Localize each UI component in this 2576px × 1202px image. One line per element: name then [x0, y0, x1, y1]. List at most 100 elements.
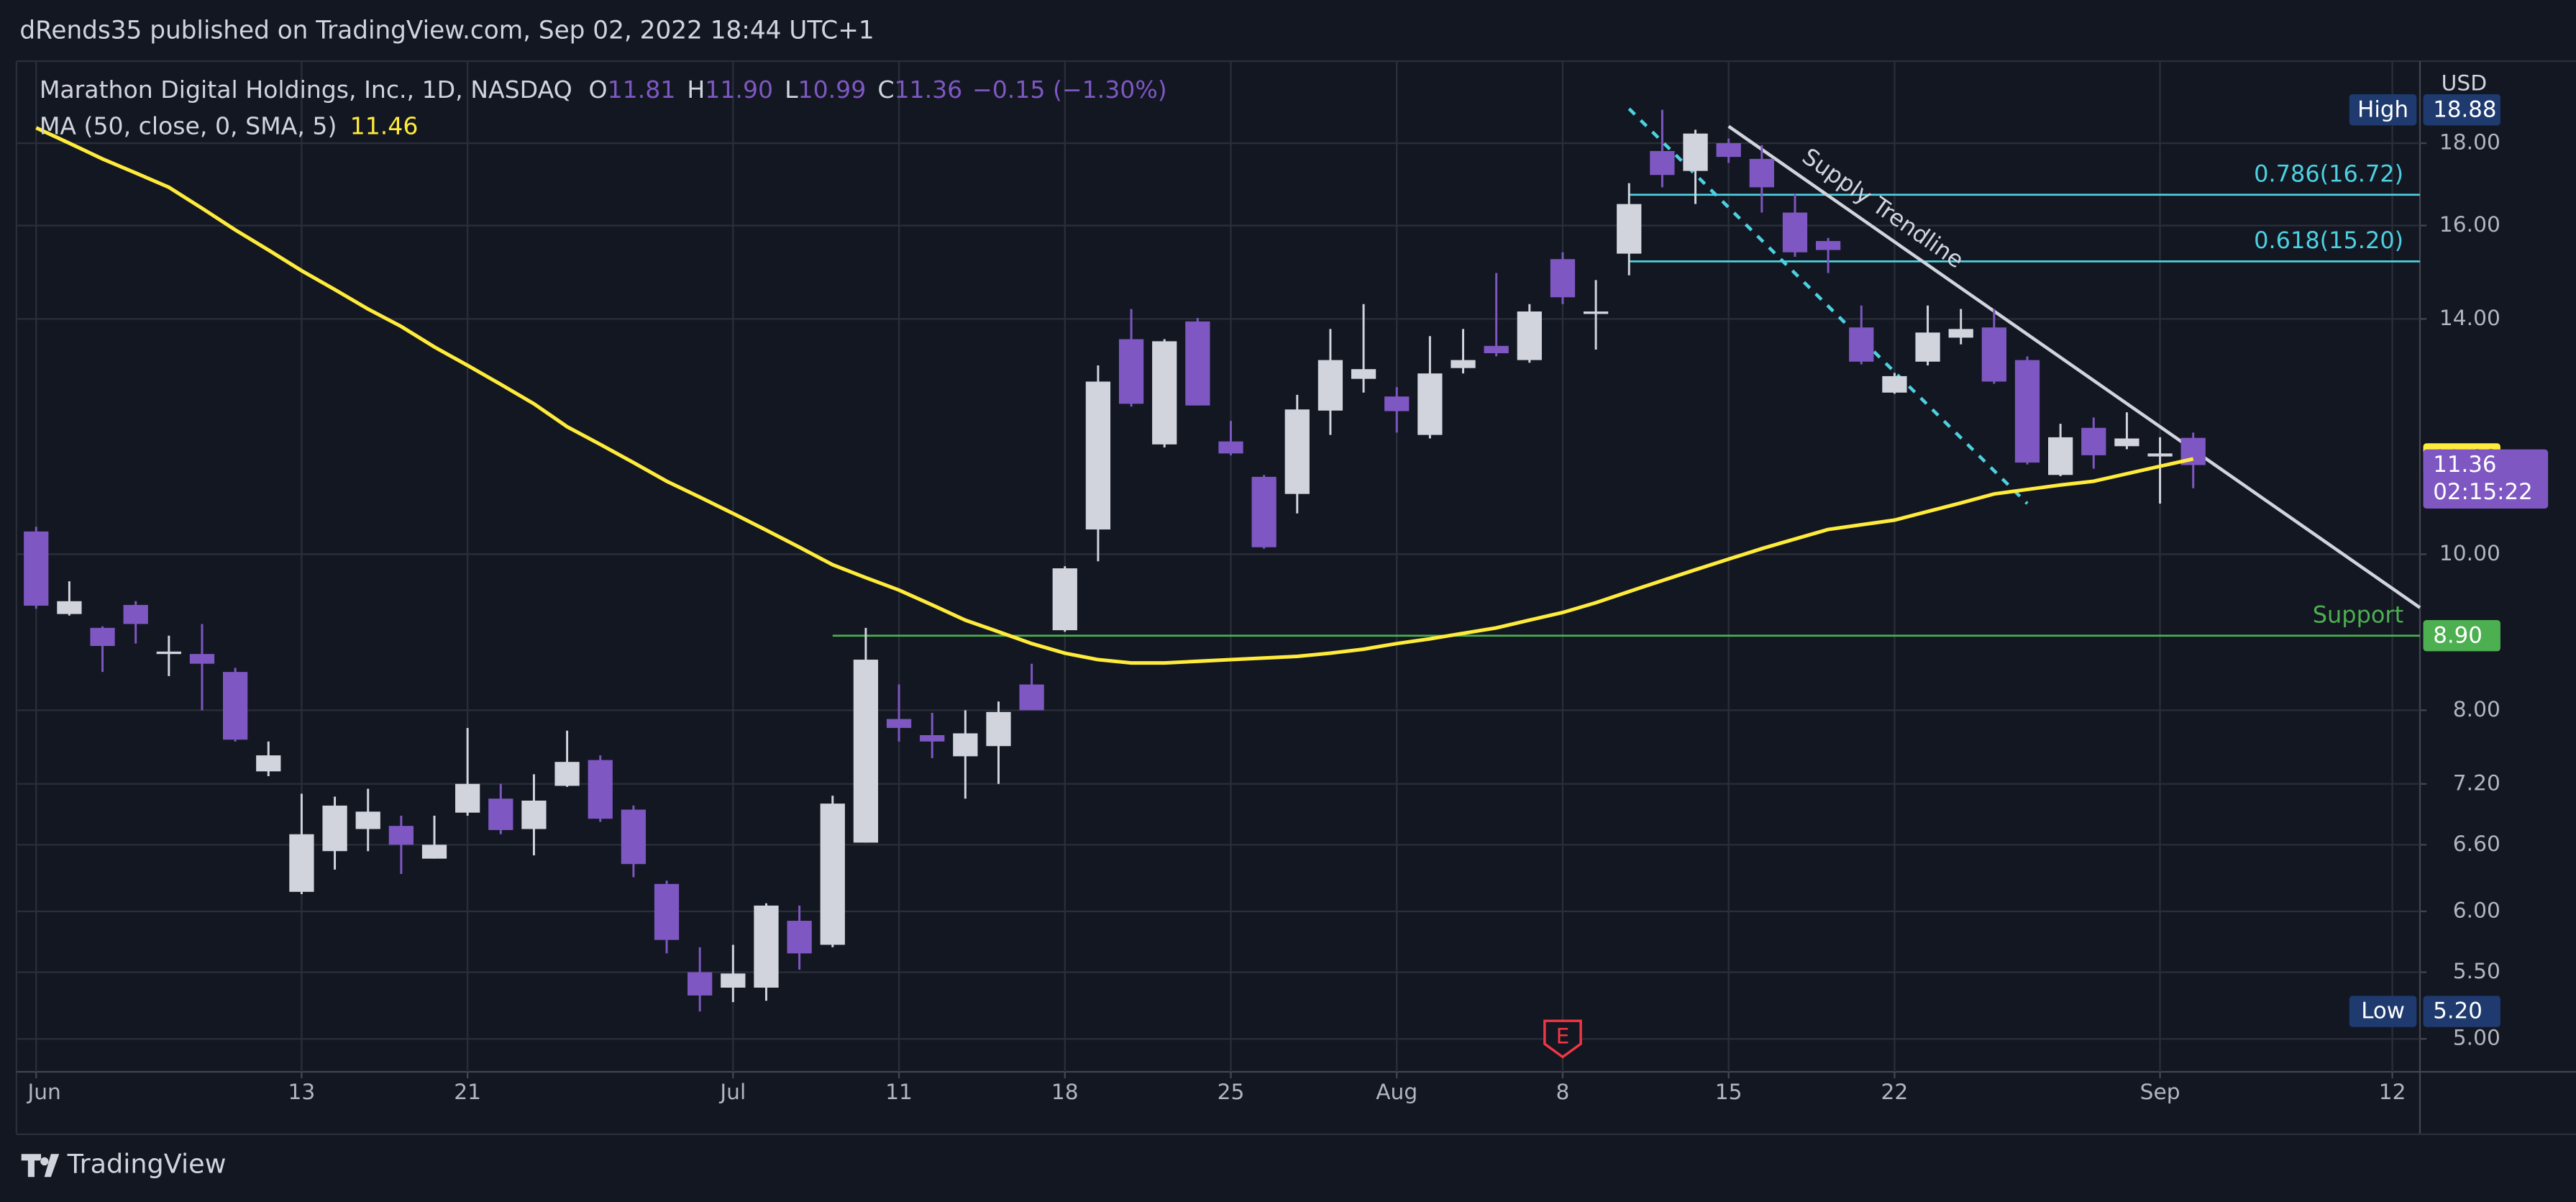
price-badge-name: High	[2357, 96, 2408, 122]
x-tick-label: 8	[1556, 1080, 1570, 1105]
moving-average-line	[35, 126, 2194, 665]
legend-value: 11.36	[894, 76, 962, 104]
x-tick-label: Aug	[1376, 1080, 1417, 1105]
candle-body	[2048, 437, 2073, 475]
candle-body	[1650, 150, 1675, 176]
horizontal-line-label: 0.786(16.72)	[2254, 160, 2403, 187]
x-tick-label: Jun	[26, 1080, 60, 1105]
candle-body	[721, 973, 746, 988]
legend-key: O	[589, 76, 608, 104]
candle-body	[322, 805, 347, 852]
x-tick-label: 15	[1715, 1080, 1743, 1105]
candle-body	[1052, 568, 1077, 631]
horizontal-line-label: Support	[2313, 601, 2403, 628]
candle-body	[1118, 339, 1144, 404]
currency-label: USD	[2442, 71, 2487, 96]
price-badge-name-box	[2349, 94, 2417, 126]
x-tick-label: 13	[288, 1080, 316, 1105]
candle-body	[1981, 327, 2006, 382]
candle-body	[1915, 332, 1940, 362]
candle-body	[521, 800, 547, 829]
ma-legend: MA (50, close, 0, SMA, 5) 11.46	[40, 111, 419, 140]
candle-body	[189, 654, 215, 664]
price-badge-name: Low	[2361, 998, 2405, 1024]
candle-body	[1417, 373, 1443, 435]
x-tick-label: Jul	[718, 1080, 746, 1105]
x-tick-label: 22	[1881, 1080, 1909, 1105]
y-tick-label: 5.00	[2453, 1026, 2500, 1051]
candle-body	[986, 711, 1011, 747]
publisher-header: dRends35 published on TradingView.com, S…	[19, 16, 874, 45]
horizontal-line-label: 0.618(15.20)	[2254, 227, 2403, 254]
candle-body	[1550, 259, 1576, 298]
candle-body	[1882, 375, 1907, 393]
y-tick-label: 18.00	[2439, 130, 2500, 155]
overlays: E Marathon Digital Holdings, Inc., 1D, NA…	[35, 76, 2194, 1059]
candle-body	[1152, 341, 1177, 445]
candle-body	[886, 719, 912, 728]
x-tick-label: 18	[1051, 1080, 1079, 1105]
candle-body	[1683, 133, 1708, 171]
y-tick-label: 16.00	[2439, 212, 2500, 237]
candle-body	[1716, 143, 1741, 158]
ma-name: MA (50, close, 0, SMA, 5)	[40, 111, 337, 140]
candle-body	[621, 809, 647, 865]
candle-body	[2014, 360, 2040, 463]
legend-line: Marathon Digital Holdings, Inc., 1D, NAS…	[40, 76, 1167, 104]
candle-body	[156, 651, 181, 655]
candle-body	[488, 798, 513, 830]
axes: 18.00 16.00 14.00 10.00 8.00 7.20 6.60 6.00 5.50…	[26, 71, 2549, 1105]
candle-body	[554, 762, 580, 786]
price-badge-name-box	[2349, 996, 2417, 1027]
footer-text: TradingView	[67, 1149, 227, 1180]
price-badge	[2423, 996, 2500, 1027]
candle-body	[654, 883, 680, 940]
price-badge-label: 11.36	[2433, 452, 2496, 478]
candle-body	[1849, 327, 1874, 362]
candle-body	[123, 604, 148, 624]
candle-body	[1284, 409, 1310, 494]
candle-body	[1948, 329, 1973, 338]
candle-body	[24, 531, 49, 606]
candle-body	[90, 627, 115, 647]
candle-body	[355, 811, 380, 829]
candle-body	[1782, 212, 1808, 252]
candle-body	[421, 844, 447, 859]
legend-value: 11.90	[705, 76, 773, 104]
candle-body	[1451, 360, 1476, 368]
y-tick-label: 6.60	[2453, 832, 2500, 857]
candle-body	[388, 826, 414, 845]
earnings-marker	[1543, 1019, 1582, 1059]
legend-change: −0.15 (−1.30%)	[972, 76, 1167, 104]
price-badge	[2423, 94, 2500, 126]
plot-frame	[15, 60, 2576, 1135]
legend-value: 11.81	[608, 76, 676, 104]
x-tick-label: 21	[454, 1080, 481, 1105]
y-tick-label: 8.00	[2453, 697, 2500, 722]
candle-body	[853, 660, 879, 843]
x-tick-label: Sep	[2140, 1080, 2180, 1105]
price-badge	[2423, 449, 2549, 509]
candle-body	[1218, 441, 1243, 454]
candle-body	[1185, 321, 1210, 406]
ma-value: 11.46	[350, 111, 419, 140]
y-tick-label: 6.00	[2453, 898, 2500, 923]
candle-body	[787, 921, 812, 954]
candle-body	[1815, 241, 1841, 250]
candle-body	[688, 972, 713, 996]
legend-key: L	[785, 76, 798, 104]
candle-body	[2081, 427, 2106, 455]
legend-symbol: Marathon Digital Holdings, Inc., 1D, NAS…	[40, 76, 572, 104]
candles	[24, 109, 2206, 1012]
price-badge	[2423, 620, 2500, 652]
legend-key: C	[877, 76, 894, 104]
y-tick-label: 7.20	[2453, 770, 2500, 796]
candle-body	[820, 803, 845, 945]
y-tick-label: 5.50	[2453, 959, 2500, 984]
legend-key: H	[687, 76, 705, 104]
y-tick-label: 10.00	[2439, 541, 2500, 566]
legend-value: 10.99	[798, 76, 867, 104]
footer-logo: TradingView	[21, 1149, 227, 1180]
